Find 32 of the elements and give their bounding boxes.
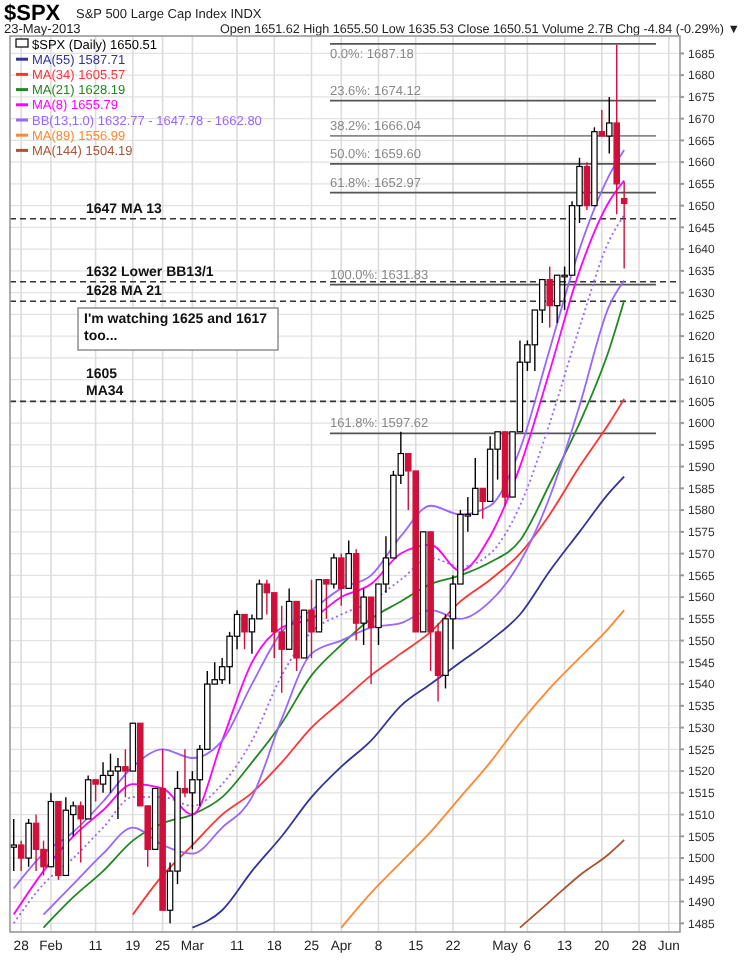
candlestick: [598, 109, 606, 137]
candlestick: [300, 609, 308, 659]
candlestick: [367, 596, 375, 685]
line-series: [131, 397, 626, 916]
candlestick: [129, 722, 137, 772]
candlestick: [345, 539, 352, 590]
candlestick: [285, 587, 293, 650]
candlestick: [122, 748, 129, 798]
line-series: [191, 475, 626, 929]
candlestick: [84, 774, 92, 820]
candlestick: [330, 552, 338, 590]
candlestick: [606, 96, 613, 155]
candlestick: [583, 161, 591, 211]
line-series: [340, 609, 626, 929]
candlestick: [99, 761, 107, 794]
candlestick: [241, 613, 248, 650]
candlestick: [77, 800, 84, 864]
candlestick: [308, 578, 315, 659]
candlestick: [553, 274, 561, 324]
candlestick: [92, 779, 99, 803]
candlestick: [17, 839, 25, 872]
chart-title: $SPX: [4, 2, 62, 26]
candlestick: [32, 813, 40, 872]
candlestick: [338, 552, 345, 607]
candlestick: [10, 818, 17, 872]
candlestick: [546, 265, 553, 329]
candlestick: [25, 818, 32, 868]
candlestick: [114, 757, 122, 820]
candlestick: [323, 578, 330, 620]
candlestick: [360, 587, 367, 646]
candlestick: [479, 487, 486, 520]
line-series: [519, 838, 626, 929]
